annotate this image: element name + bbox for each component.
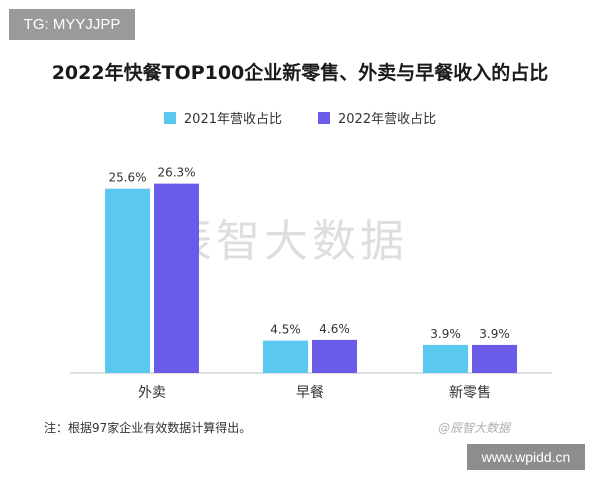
- bar-新零售-1: [472, 344, 517, 373]
- data-label-2-0: 3.9%: [430, 327, 461, 341]
- bar-外卖-0: [105, 188, 150, 373]
- data-label-1-0: 4.5%: [270, 323, 301, 337]
- data-label-2-1: 3.9%: [479, 327, 510, 341]
- tag-label: TG: MYYJJPP: [9, 9, 135, 40]
- legend-label-2021: 2021年营收占比: [183, 112, 282, 127]
- category-label-0: 外卖: [138, 385, 166, 401]
- site-label: www.wpidd.cn: [467, 444, 585, 470]
- legend-swatch-2022: [318, 111, 330, 124]
- source-watermark: @辰智大数据: [438, 421, 511, 435]
- legend-item-2021: 2021年营收占比: [163, 108, 282, 127]
- footnote: 注：根据97家企业有效数据计算得出。: [44, 421, 252, 435]
- legend-swatch-2021: [163, 111, 176, 124]
- legend-label-2022: 2022年营收占比: [338, 112, 437, 127]
- center-watermark: 辰智大数据: [168, 216, 408, 267]
- chart-legend: 2021年营收占比 2022年营收占比: [0, 108, 600, 127]
- bar-新零售-0: [423, 344, 468, 373]
- category-label-1: 早餐: [296, 385, 324, 401]
- data-label-0-0: 25.6%: [108, 171, 146, 185]
- bar-早餐-1: [312, 339, 357, 373]
- chart-title: 2022年快餐TOP100企业新零售、外卖与早餐收入的占比: [51, 62, 549, 84]
- legend-item-2022: 2022年营收占比: [318, 108, 436, 127]
- data-label-1-1: 4.6%: [319, 322, 350, 336]
- category-label-2: 新零售: [449, 385, 491, 401]
- data-label-0-1: 26.3%: [157, 166, 195, 180]
- bar-外卖-1: [154, 183, 199, 373]
- bar-早餐-0: [263, 340, 308, 373]
